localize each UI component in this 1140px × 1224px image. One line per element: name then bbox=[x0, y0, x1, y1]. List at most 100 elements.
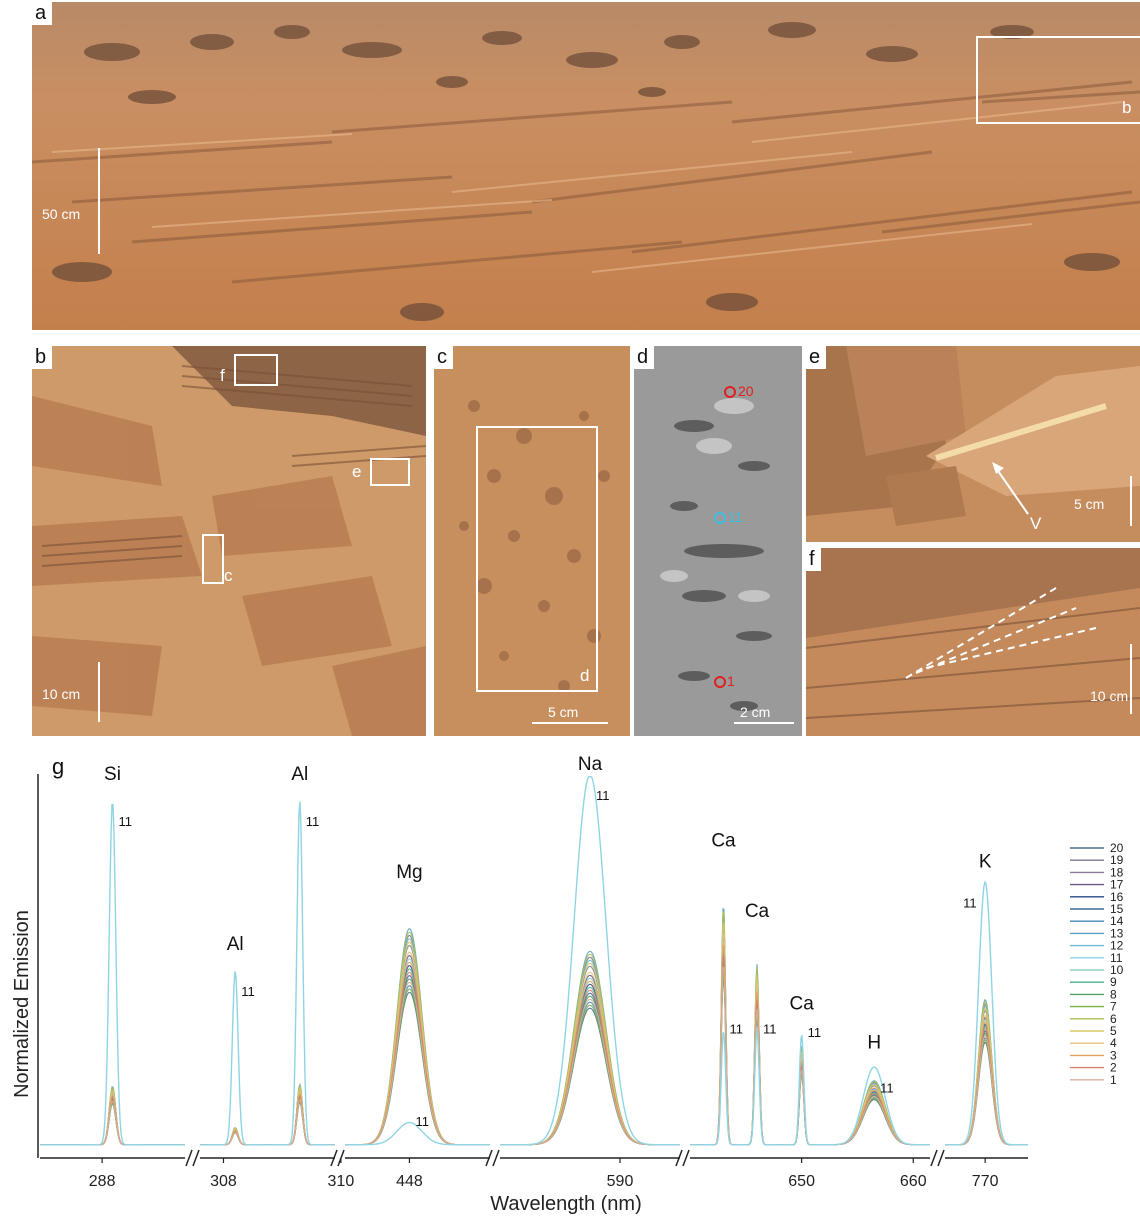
y-axis-label: Normalized Emission bbox=[11, 910, 33, 1098]
legend-entry: 5 bbox=[1110, 1024, 1117, 1038]
panel-g-label: g bbox=[52, 754, 64, 779]
panel-c-closeup: c d 5 cm bbox=[434, 346, 630, 736]
axis-break-mark bbox=[492, 1149, 500, 1167]
scale-bar-e bbox=[1130, 476, 1132, 526]
axis-break-mark bbox=[937, 1149, 945, 1167]
axis-break-mark bbox=[337, 1149, 345, 1167]
series-line-19 bbox=[500, 956, 680, 1146]
x-axis-label: Wavelength (nm) bbox=[490, 1193, 642, 1215]
series-line-12 bbox=[500, 959, 680, 1146]
series-line-16 bbox=[200, 1093, 335, 1146]
legend-entry: 7 bbox=[1110, 1000, 1117, 1014]
peak-label-ca: Ca bbox=[789, 993, 814, 1014]
x-tick-label: 660 bbox=[900, 1173, 927, 1190]
series-line-15 bbox=[945, 1030, 1028, 1146]
x-tick-label: 308 bbox=[210, 1173, 237, 1190]
inset-box-e bbox=[370, 458, 410, 486]
panel-a-label: a bbox=[32, 2, 53, 25]
series-line-1 bbox=[200, 1098, 335, 1146]
panel-d-label: d bbox=[634, 346, 655, 369]
series-line-15 bbox=[40, 1098, 185, 1146]
scale-label-f: 10 cm bbox=[1090, 688, 1129, 704]
series-line-5 bbox=[200, 1086, 335, 1146]
peak-label-h: H bbox=[867, 1032, 881, 1053]
peak-point11-annotation: 11 bbox=[241, 984, 255, 999]
peak-point11-annotation: 11 bbox=[808, 1025, 822, 1040]
series-line-7 bbox=[40, 1102, 185, 1146]
panel-b-label: b bbox=[32, 346, 53, 369]
series-line-10 bbox=[500, 977, 680, 1146]
axis-break-mark bbox=[675, 1149, 683, 1167]
series-line-4 bbox=[200, 1089, 335, 1146]
legend-entry: 17 bbox=[1110, 878, 1124, 892]
axis-break-mark bbox=[192, 1149, 200, 1167]
legend-entry: 1 bbox=[1110, 1073, 1117, 1087]
legend-entry: 11 bbox=[1110, 951, 1123, 965]
peak-label-al: Al bbox=[291, 764, 308, 785]
series-line-7 bbox=[945, 1039, 1028, 1146]
series-line-13 bbox=[345, 928, 490, 1146]
series-line-4 bbox=[500, 971, 680, 1146]
spot-20-marker bbox=[724, 386, 736, 398]
legend-entry: 8 bbox=[1110, 987, 1117, 1001]
vein-arrow-icon bbox=[992, 462, 1029, 515]
peak-point11-annotation: 11 bbox=[763, 1021, 777, 1036]
series-line-14 bbox=[200, 1099, 335, 1146]
series-line-11 bbox=[690, 1030, 930, 1146]
inset-box-e-label: e bbox=[352, 462, 362, 481]
scale-bar-c bbox=[532, 722, 608, 724]
series-line-20 bbox=[200, 1101, 335, 1146]
legend-entry: 2 bbox=[1110, 1061, 1117, 1075]
panel-d-rmi-image: d 20 11 1 2 cm bbox=[634, 346, 802, 736]
legend-entry: 20 bbox=[1110, 841, 1124, 855]
legend-entry: 6 bbox=[1110, 1012, 1117, 1026]
inset-box-b bbox=[976, 36, 1140, 124]
peak-point11-annotation: 11 bbox=[729, 1021, 743, 1036]
axis-break-mark bbox=[930, 1149, 938, 1167]
series-line-2 bbox=[40, 1098, 185, 1146]
inset-box-d-label: d bbox=[580, 666, 590, 685]
legend-entry: 4 bbox=[1110, 1036, 1117, 1050]
vein-arrow-label: V bbox=[1030, 514, 1042, 533]
peak-point11-annotation: 11 bbox=[415, 1114, 429, 1129]
panel-e-rock-image bbox=[806, 346, 1140, 542]
series-line-13 bbox=[500, 950, 680, 1146]
x-tick-label: 288 bbox=[89, 1173, 116, 1190]
series-line-1 bbox=[500, 998, 680, 1146]
legend-entry: 12 bbox=[1110, 939, 1124, 953]
peak-point11-annotation: 11 bbox=[306, 814, 320, 829]
series-line-12 bbox=[200, 1085, 335, 1146]
series-line-11 bbox=[345, 1121, 490, 1146]
legend-entry: 9 bbox=[1110, 975, 1117, 989]
peak-label-na: Na bbox=[578, 754, 603, 775]
inset-box-d bbox=[476, 426, 598, 692]
series-line-15 bbox=[500, 992, 680, 1146]
spot-11-marker bbox=[714, 512, 726, 524]
scale-bar-d bbox=[734, 722, 794, 724]
scale-label-b: 10 cm bbox=[42, 686, 81, 702]
legend-entry: 13 bbox=[1110, 926, 1124, 940]
legend-entry: 16 bbox=[1110, 890, 1124, 904]
series-line-19 bbox=[200, 1084, 335, 1146]
inset-box-c bbox=[202, 534, 224, 584]
series-line-3 bbox=[200, 1092, 335, 1146]
scale-label-d: 2 cm bbox=[740, 704, 771, 720]
series-line-8 bbox=[500, 995, 680, 1146]
peak-label-al: Al bbox=[227, 934, 244, 955]
series-line-15 bbox=[200, 1096, 335, 1146]
legend-entry: 19 bbox=[1110, 853, 1124, 867]
panel-a-rock-image bbox=[32, 2, 1140, 330]
panel-b-rock-image bbox=[32, 346, 426, 736]
axis-break-mark bbox=[330, 1149, 338, 1167]
panel-f-laminae: f 10 cm bbox=[806, 548, 1140, 736]
panel-e-vein: e V 5 cm bbox=[806, 346, 1140, 542]
panel-f-rock-image bbox=[806, 548, 1140, 736]
panel-f-label: f bbox=[806, 548, 821, 571]
inset-box-b-label: b bbox=[1122, 98, 1132, 117]
panel-e-label: e bbox=[806, 346, 827, 369]
spectra-plot-area: 288 308 310 448 590 650 660 770 Si 11 Al 11 Al 11 Mg 11… bbox=[40, 754, 1028, 1190]
series-line-2 bbox=[200, 1095, 335, 1146]
panel-g-spectra-chart: g Normalized Emission Wavelength (nm) 28… bbox=[11, 754, 1124, 1215]
series-line-14 bbox=[945, 1037, 1028, 1146]
inset-box-f-label: f bbox=[220, 366, 225, 385]
